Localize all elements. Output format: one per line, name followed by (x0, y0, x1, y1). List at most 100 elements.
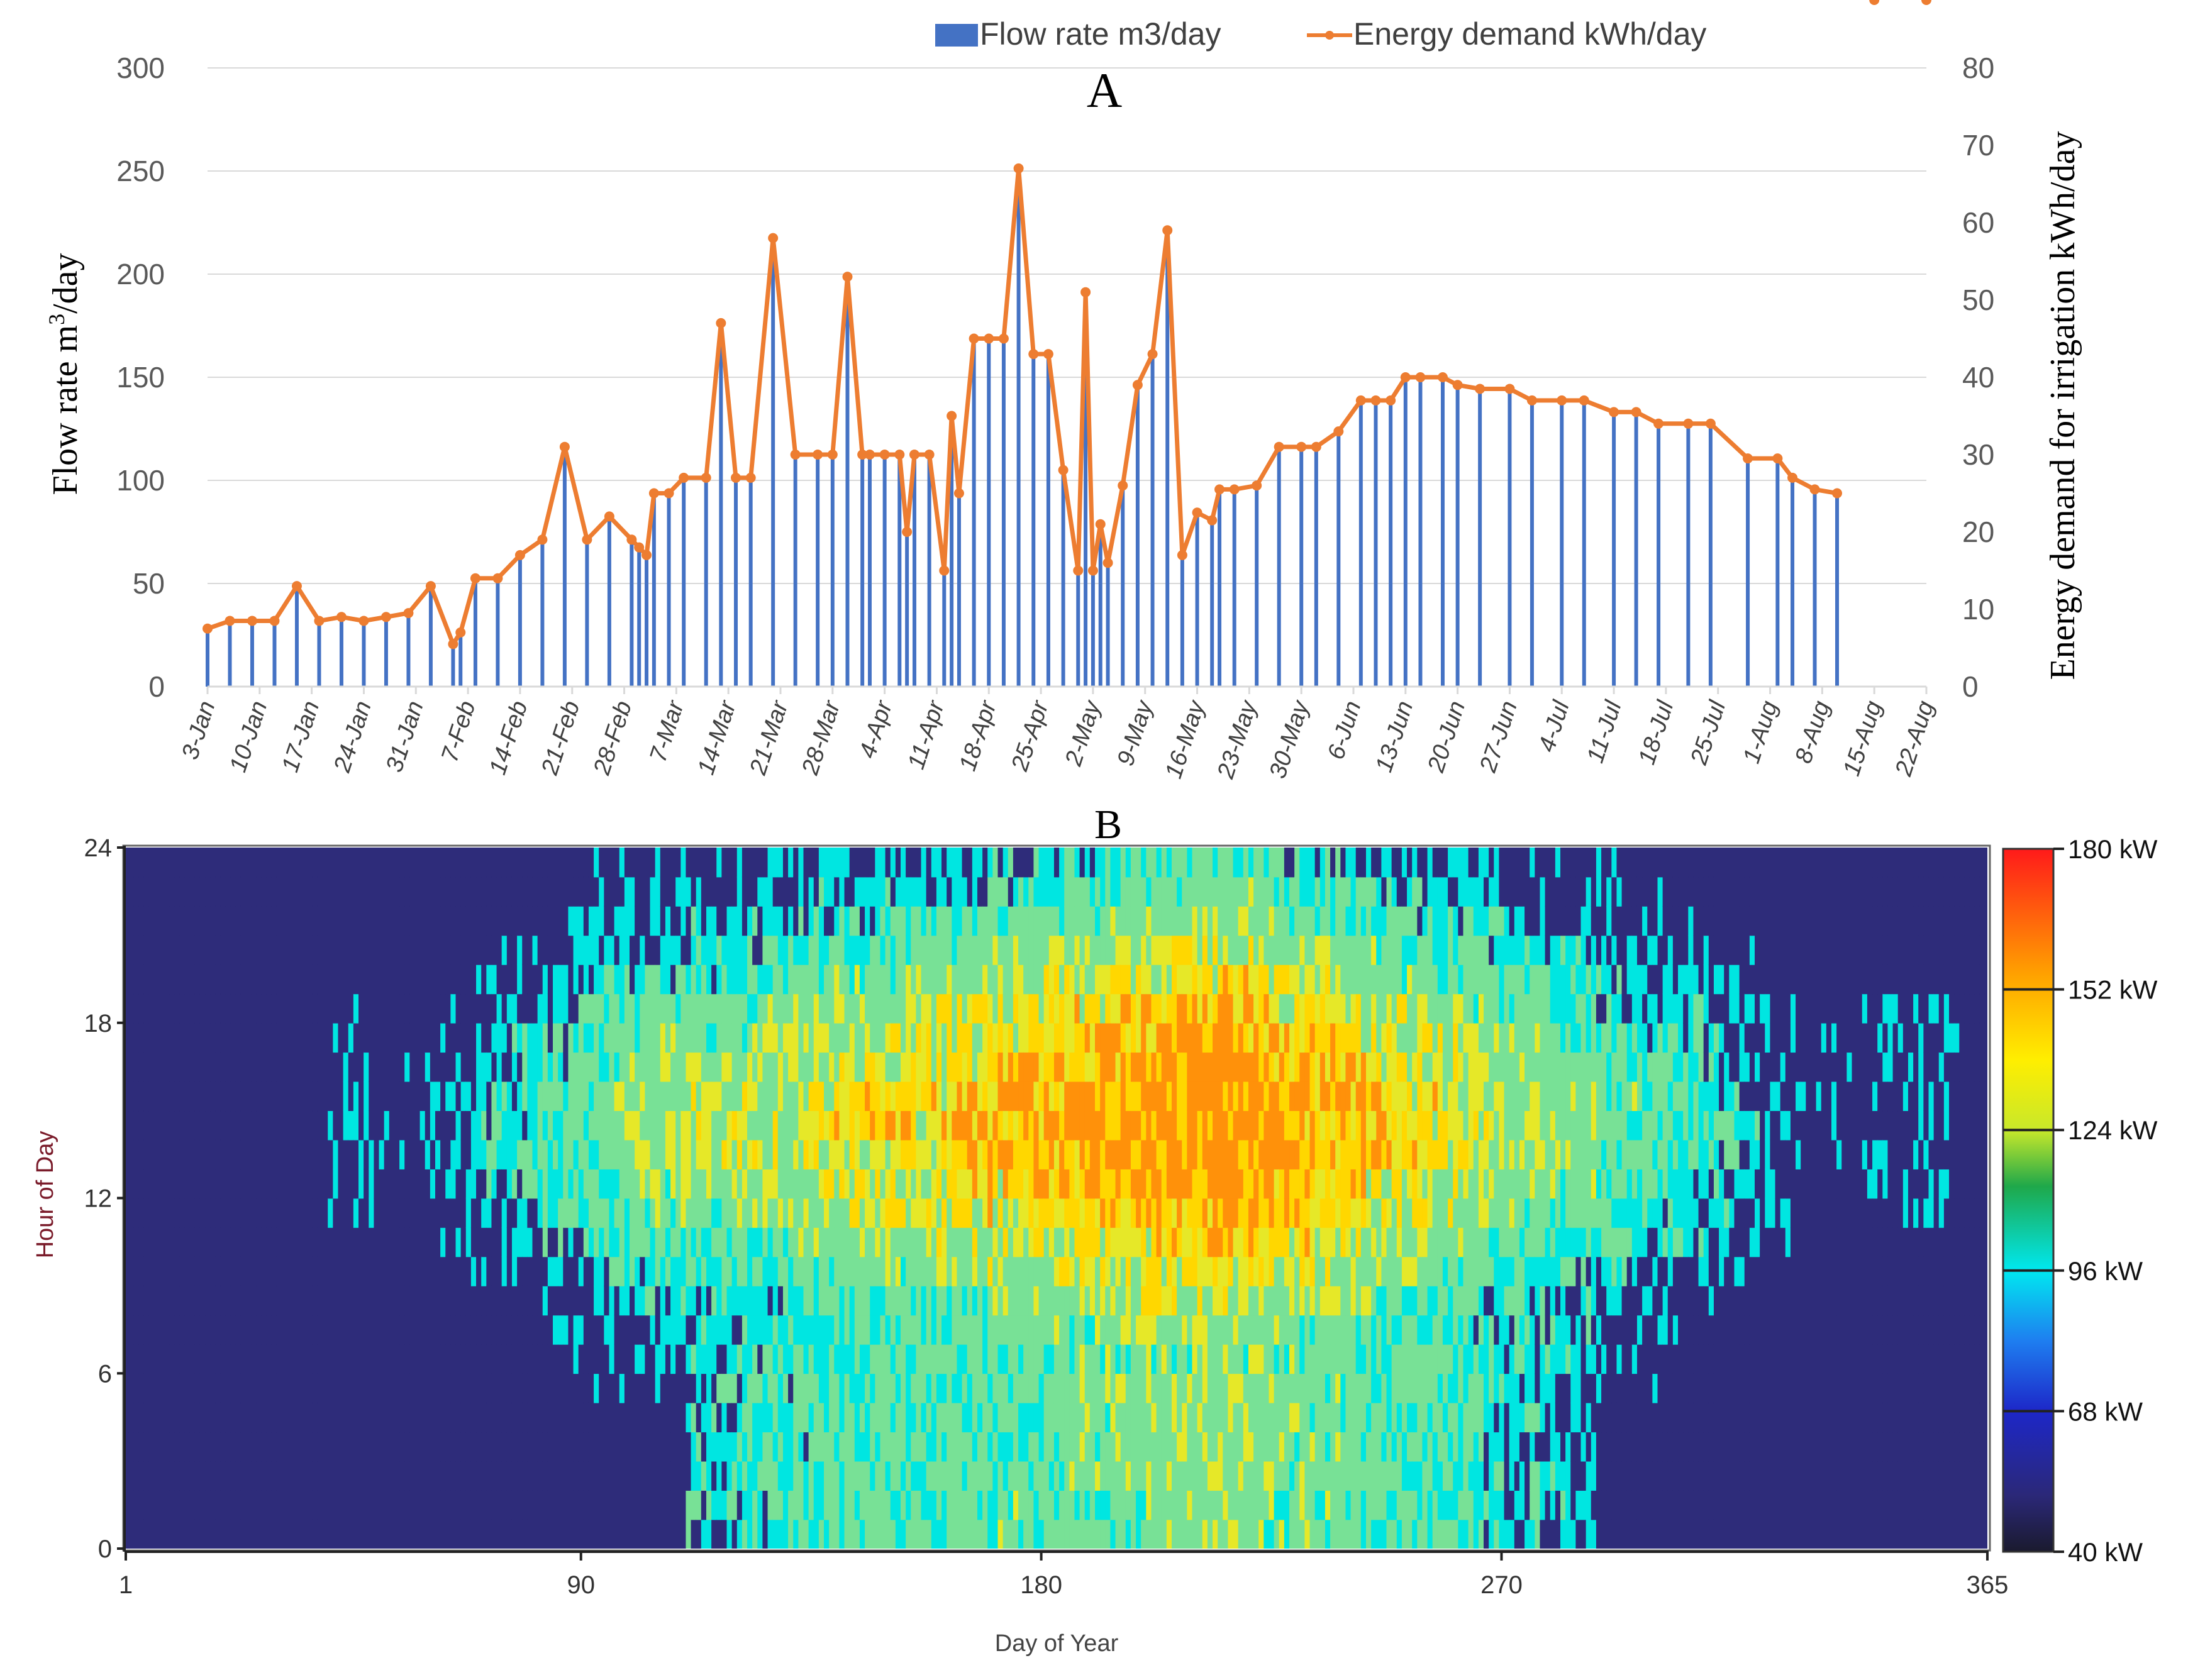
heatmap-cell (276, 964, 282, 995)
heatmap-cell (824, 1344, 830, 1374)
energy-point (1609, 407, 1619, 417)
heatmap-cell (138, 993, 145, 1024)
heatmap-cell (941, 1285, 948, 1316)
heatmap-cell (594, 935, 600, 965)
heatmap-cell (803, 964, 809, 995)
heatmap-cell (343, 876, 349, 907)
heatmap-cell (680, 1519, 687, 1549)
heatmap-cell (1038, 1344, 1045, 1374)
flow-bar (317, 621, 321, 687)
heatmap-cell (947, 1227, 953, 1257)
heatmap-cell (486, 1052, 492, 1082)
heatmap-cell (578, 1110, 584, 1141)
heatmap-cell (205, 1461, 211, 1491)
heatmap-cell (880, 1461, 886, 1491)
heatmap-cell (568, 1490, 574, 1520)
heatmap-cell (1079, 1490, 1086, 1520)
heatmap-cell (568, 1402, 574, 1433)
heatmap-cell (210, 935, 216, 965)
heatmap-cell (547, 935, 553, 965)
energy-point (745, 472, 756, 483)
heatmap-cell (266, 1256, 272, 1286)
heatmap-cell (818, 964, 825, 995)
heatmap-cell (839, 1081, 845, 1112)
heatmap-cell (1013, 1110, 1019, 1141)
heatmap-cell (952, 1344, 958, 1374)
energy-point (358, 616, 369, 626)
heatmap-cell (947, 1022, 953, 1053)
heatmap-cell (650, 1198, 656, 1228)
flow-bar (496, 579, 500, 687)
heatmap-cell (880, 1022, 886, 1053)
heatmap-cell (604, 935, 610, 965)
heatmap-cell (235, 1432, 242, 1462)
heatmap-cell (635, 1373, 641, 1403)
heatmap-cell (148, 1432, 155, 1462)
heatmap-cell (1115, 1344, 1121, 1374)
heatmap-cell (762, 1052, 769, 1082)
heatmap-cell (947, 993, 953, 1024)
heatmap-cell (798, 1022, 804, 1053)
heatmap-cell (158, 1110, 165, 1141)
heatmap-cell (849, 848, 855, 878)
heatmap-cell (1110, 1344, 1116, 1374)
heatmap-cell (389, 1461, 395, 1491)
heatmap-cell (194, 1285, 201, 1316)
heatmap-cell (992, 876, 999, 907)
heatmap-cell (261, 993, 267, 1024)
heatmap-cell (496, 1198, 503, 1228)
heatmap-cell (164, 1432, 170, 1462)
heatmap-cell (1064, 935, 1070, 965)
heatmap-cell (686, 1373, 692, 1403)
heatmap-cell (476, 1139, 482, 1169)
heatmap-cell (1074, 1052, 1080, 1082)
heatmap-cell (164, 935, 170, 965)
heatmap-cell (670, 1432, 677, 1462)
heatmap-cell (880, 1432, 886, 1462)
heatmap-cell (1038, 1256, 1045, 1286)
heatmap-cell (256, 1081, 262, 1112)
heatmap-cell (696, 1198, 702, 1228)
heatmap-cell (353, 1022, 359, 1053)
heatmap-cell (323, 1315, 329, 1345)
heatmap-cell (501, 1344, 508, 1374)
heatmap-cell (706, 1461, 712, 1491)
heatmap-cell (926, 905, 932, 936)
heatmap-cell (844, 1432, 850, 1462)
heatmap-cell (174, 848, 180, 878)
heatmap-cell (583, 1402, 589, 1433)
heatmap-cell (670, 876, 677, 907)
heatmap-cell (369, 1169, 375, 1199)
heatmap-cell (630, 1490, 636, 1520)
heatmap-cell (307, 1169, 313, 1199)
heatmap-cell (741, 1373, 748, 1403)
heatmap-cell (215, 1490, 221, 1520)
heatmap-cell (977, 876, 983, 907)
heatmap-cell (906, 876, 912, 907)
heatmap-cell (328, 1519, 334, 1549)
heatmap-cell (338, 1081, 344, 1112)
heatmap-cell (793, 1490, 799, 1520)
heatmap-cell (126, 1169, 129, 1199)
heatmap-cell (333, 1373, 339, 1403)
heatmap-cell (164, 993, 170, 1024)
heatmap-cell (256, 935, 262, 965)
heatmap-cell (578, 1461, 584, 1491)
heatmap-cell (931, 1081, 937, 1112)
heatmap-cell (251, 1432, 257, 1462)
heatmap-cell (558, 935, 564, 965)
heatmap-cell (164, 876, 170, 907)
heatmap-cell (962, 1519, 968, 1549)
heatmap-cell (1018, 1432, 1025, 1462)
heatmap-cell (675, 1432, 682, 1462)
heatmap-cell (997, 1373, 1004, 1403)
heatmap-cell (1008, 1285, 1014, 1316)
heatmap-cell (148, 1227, 155, 1257)
heatmap-cell (1033, 1490, 1040, 1520)
heatmap-cell (138, 1139, 145, 1169)
heatmap-cell (384, 935, 390, 965)
heatmap-cell (199, 1256, 206, 1286)
heatmap-cell (220, 1315, 226, 1345)
heatmap-cell (215, 1519, 221, 1549)
heatmap-cell (952, 1519, 958, 1549)
